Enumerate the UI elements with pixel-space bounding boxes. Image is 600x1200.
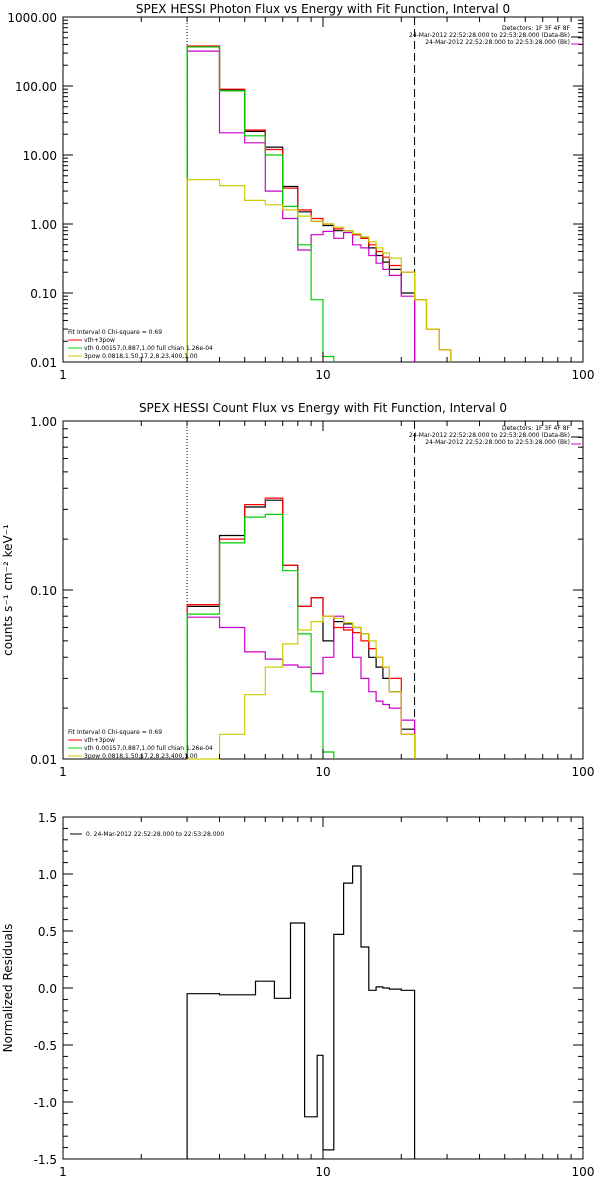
y-tick-label: 1.00 bbox=[30, 218, 57, 232]
residuals-panel: Normalized Residuals 0. 24-Mar-2012 22:5… bbox=[1, 811, 594, 1179]
info-line: 24-Mar-2012 22:52:28.000 to 22:53:28.000… bbox=[425, 39, 570, 46]
y-tick-label: 1.0 bbox=[38, 868, 57, 882]
info-line: 24-Mar-2012 22:52:28.000 to 22:53:28.000… bbox=[409, 32, 570, 39]
fit-line: vth 0.00157,0.887,1.00 full chian 1.26e-… bbox=[84, 345, 213, 352]
fit-line: vth+3pow bbox=[84, 337, 115, 344]
y-tick-label: -0.5 bbox=[34, 1039, 57, 1053]
y-axis-label: Normalized Residuals bbox=[1, 924, 15, 1053]
x-tick-label: 10 bbox=[315, 765, 330, 779]
chart-title: SPEX HESSI Count Flux vs Energy with Fit… bbox=[139, 401, 507, 415]
legend-label: 0. 24-Mar-2012 22:52:28.000 to 22:53:28.… bbox=[86, 831, 224, 838]
count-flux-panel: SPEX HESSI Count Flux vs Energy with Fit… bbox=[1, 401, 594, 779]
fit-line: 3pow 0.0818,1.50,17.2,8.23,400,1.00 bbox=[84, 753, 198, 760]
y-tick-label: 10.00 bbox=[23, 149, 57, 163]
fit-legend: Fit Interval 0 Chi-square = 0.69 vth+3po… bbox=[68, 36, 581, 360]
y-tick-label: 0.01 bbox=[30, 753, 57, 767]
y-tick-label: 0.0 bbox=[38, 982, 57, 996]
y-tick-label: 0.5 bbox=[38, 925, 57, 939]
detector-info: Detectors: 1F 3F 4F 8F 24-Mar-2012 22:52… bbox=[409, 425, 571, 446]
fit-line: Fit Interval 0 Chi-square = 0.69 bbox=[68, 329, 162, 336]
series-3pow bbox=[186, 179, 452, 362]
y-tick-label: 0.01 bbox=[30, 356, 57, 370]
info-line: 24-Mar-2012 22:52:28.000 to 22:53:28.000… bbox=[409, 432, 570, 439]
series-vth-3pow bbox=[186, 45, 452, 362]
series-vth-3pow bbox=[186, 497, 416, 759]
series-vth bbox=[186, 513, 335, 759]
series-bk bbox=[186, 615, 416, 759]
x-tick-label: 10 bbox=[315, 368, 330, 382]
y-tick-label: 0.10 bbox=[30, 287, 57, 301]
fit-line: vth 0.00157,0.887,1.00 full chian 1.26e-… bbox=[84, 745, 213, 752]
y-tick-label: 1.5 bbox=[38, 811, 57, 825]
series-data-bk bbox=[186, 46, 416, 362]
x-tick-label: 10 bbox=[315, 1165, 330, 1179]
y-tick-label: 1000.00 bbox=[7, 11, 57, 25]
series-vth bbox=[186, 46, 335, 362]
y-axis-label: counts s⁻¹ cm⁻² keV⁻¹ bbox=[1, 524, 15, 656]
x-tick-label: 1 bbox=[59, 1165, 67, 1179]
detector-info: Detectors: 1F 3F 4F 8F 24-Mar-2012 22:52… bbox=[409, 25, 571, 46]
fit-line: vth+3pow bbox=[84, 737, 115, 744]
x-tick-label: 1 bbox=[59, 765, 67, 779]
series-residuals bbox=[186, 865, 416, 1159]
x-tick-label: 100 bbox=[572, 765, 595, 779]
fit-line: 3pow 0.0818,1.50,17.2,8.23,400,1.00 bbox=[84, 353, 198, 360]
info-line: Detectors: 1F 3F 4F 8F bbox=[502, 25, 571, 32]
y-tick-label: 0.10 bbox=[30, 584, 57, 598]
y-tick-label: -1.0 bbox=[34, 1096, 57, 1110]
x-tick-label: 1 bbox=[59, 368, 67, 382]
info-line: Detectors: 1F 3F 4F 8F bbox=[502, 425, 571, 432]
x-tick-label: 100 bbox=[572, 1165, 595, 1179]
fit-legend: Fit Interval 0 Chi-square = 0.69 vth+3po… bbox=[68, 436, 581, 760]
y-tick-label: 1.00 bbox=[30, 415, 57, 429]
y-tick-label: 100.00 bbox=[15, 80, 57, 94]
series-data-bk bbox=[186, 499, 416, 759]
info-line: 24-Mar-2012 22:52:28.000 to 22:53:28.000… bbox=[425, 439, 570, 446]
photon-flux-panel: SPEX HESSI Photon Flux vs Energy with Fi… bbox=[7, 2, 594, 382]
y-tick-label: -1.5 bbox=[34, 1153, 57, 1167]
x-tick-label: 100 bbox=[572, 368, 595, 382]
chart-title: SPEX HESSI Photon Flux vs Energy with Fi… bbox=[136, 2, 510, 16]
series-bk bbox=[186, 50, 416, 362]
fit-line: Fit Interval 0 Chi-square = 0.69 bbox=[68, 729, 162, 736]
series-3pow bbox=[187, 615, 416, 760]
